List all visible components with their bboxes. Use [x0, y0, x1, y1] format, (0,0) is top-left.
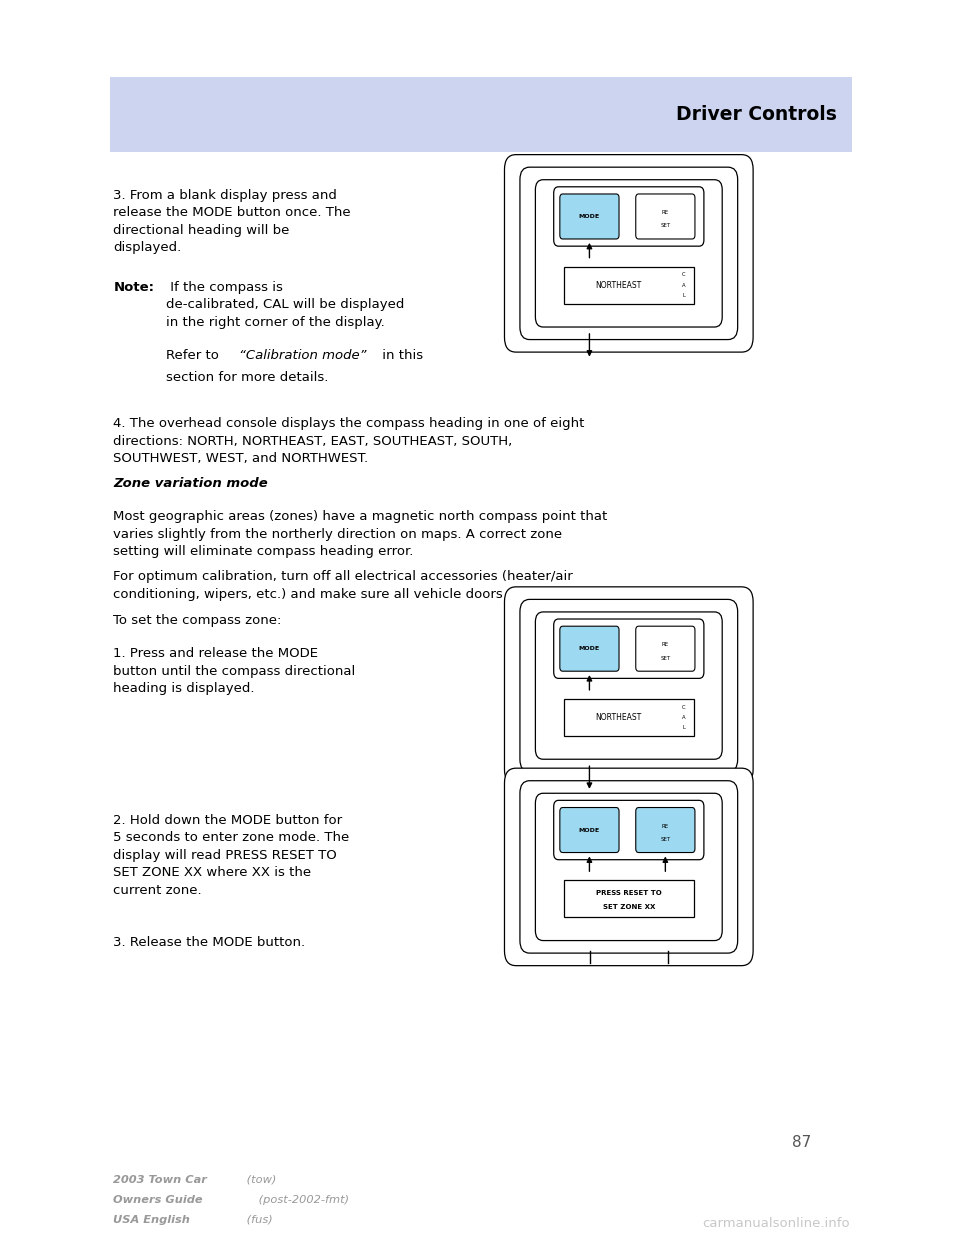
Text: SET: SET [660, 837, 670, 842]
FancyBboxPatch shape [564, 699, 694, 735]
Text: L: L [683, 725, 685, 730]
Text: RE: RE [661, 642, 669, 647]
Text: MODE: MODE [579, 214, 600, 219]
Text: PRESS RESET TO: PRESS RESET TO [596, 891, 661, 897]
Text: To set the compass zone:: To set the compass zone: [113, 614, 281, 626]
Text: MODE: MODE [579, 646, 600, 651]
Text: A: A [682, 283, 685, 288]
Text: NORTHEAST: NORTHEAST [595, 281, 641, 289]
Text: (fus): (fus) [243, 1215, 273, 1225]
FancyBboxPatch shape [520, 781, 737, 953]
Text: For optimum calibration, turn off all electrical accessories (heater/air
conditi: For optimum calibration, turn off all el… [113, 570, 573, 601]
FancyBboxPatch shape [505, 587, 754, 785]
FancyBboxPatch shape [505, 154, 754, 353]
FancyBboxPatch shape [520, 600, 737, 771]
Text: 87: 87 [792, 1135, 811, 1150]
Text: C: C [682, 272, 685, 277]
FancyBboxPatch shape [536, 612, 722, 759]
Text: Zone variation mode: Zone variation mode [113, 477, 268, 489]
Text: Owners Guide: Owners Guide [113, 1195, 203, 1205]
Text: RE: RE [661, 210, 669, 215]
FancyBboxPatch shape [110, 77, 852, 152]
Text: A: A [682, 715, 685, 720]
FancyBboxPatch shape [636, 626, 695, 671]
Text: RE: RE [661, 823, 669, 828]
FancyBboxPatch shape [560, 807, 619, 852]
FancyBboxPatch shape [520, 168, 737, 339]
Text: NORTHEAST: NORTHEAST [595, 713, 641, 722]
Text: SET: SET [660, 224, 670, 229]
FancyBboxPatch shape [636, 807, 695, 852]
FancyBboxPatch shape [564, 881, 694, 917]
Text: 4. The overhead console displays the compass heading in one of eight
directions:: 4. The overhead console displays the com… [113, 417, 585, 466]
Text: MODE: MODE [579, 827, 600, 832]
Text: Note:: Note: [113, 281, 155, 293]
Text: Driver Controls: Driver Controls [676, 104, 837, 124]
Text: “Calibration mode”: “Calibration mode” [239, 349, 367, 361]
Text: Most geographic areas (zones) have a magnetic north compass point that
varies sl: Most geographic areas (zones) have a mag… [113, 510, 608, 559]
FancyBboxPatch shape [636, 194, 695, 238]
FancyBboxPatch shape [560, 194, 619, 238]
FancyBboxPatch shape [536, 180, 722, 327]
FancyBboxPatch shape [505, 768, 754, 966]
Text: 1. Press and release the MODE
button until the compass directional
heading is di: 1. Press and release the MODE button unt… [113, 647, 355, 696]
FancyBboxPatch shape [554, 800, 704, 859]
Text: L: L [683, 293, 685, 298]
Text: 2. Hold down the MODE button for
5 seconds to enter zone mode. The
display will : 2. Hold down the MODE button for 5 secon… [113, 814, 349, 897]
Text: in this: in this [378, 349, 423, 361]
Text: (post-2002-fmt): (post-2002-fmt) [255, 1195, 349, 1205]
Text: 3. Release the MODE button.: 3. Release the MODE button. [113, 936, 305, 949]
Text: carmanualsonline.info: carmanualsonline.info [702, 1217, 850, 1230]
Text: 2003 Town Car: 2003 Town Car [113, 1175, 207, 1185]
FancyBboxPatch shape [536, 794, 722, 940]
FancyBboxPatch shape [554, 186, 704, 246]
FancyBboxPatch shape [560, 626, 619, 671]
Text: Refer to: Refer to [166, 349, 224, 361]
FancyBboxPatch shape [554, 619, 704, 678]
Text: SET ZONE XX: SET ZONE XX [603, 904, 655, 910]
Text: C: C [682, 704, 685, 709]
Text: If the compass is
de-calibrated, CAL will be displayed
in the right corner of th: If the compass is de-calibrated, CAL wil… [166, 281, 404, 329]
FancyBboxPatch shape [564, 267, 694, 303]
Text: 3. From a blank display press and
release the MODE button once. The
directional : 3. From a blank display press and releas… [113, 189, 351, 255]
Text: (tow): (tow) [243, 1175, 276, 1185]
Text: section for more details.: section for more details. [166, 371, 328, 384]
Text: SET: SET [660, 656, 670, 661]
Text: USA English: USA English [113, 1215, 190, 1225]
